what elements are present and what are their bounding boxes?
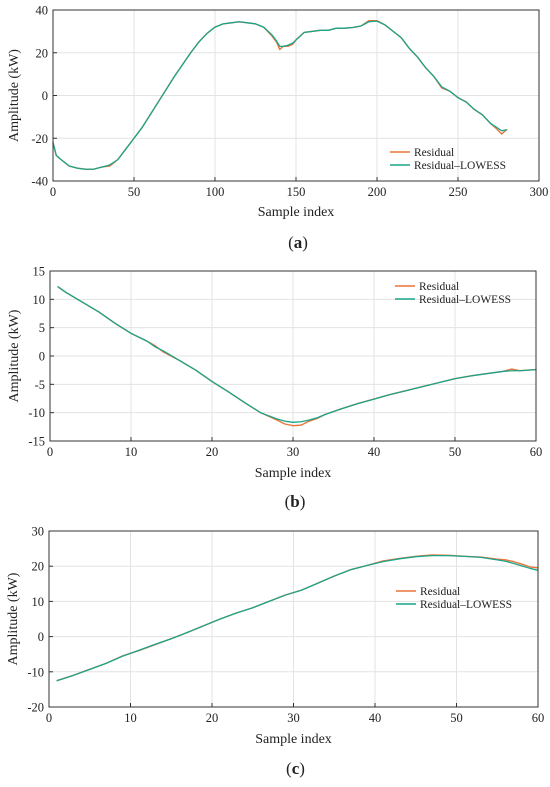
series-residual-lowess-line <box>52 20 508 170</box>
y-tick-label: -10 <box>28 406 45 420</box>
x-tick-label: 40 <box>368 445 381 459</box>
y-tick-label: -20 <box>31 132 48 146</box>
y-tick-label: -20 <box>27 701 44 715</box>
y-tick-label: 0 <box>42 89 48 103</box>
caption-open-paren: ( <box>288 233 294 252</box>
y-tick-label: 40 <box>36 4 49 18</box>
x-tick-label: 0 <box>47 445 53 459</box>
x-tick-label: 50 <box>450 711 463 725</box>
x-tick-label: 60 <box>530 445 543 459</box>
y-tick-label: 15 <box>33 265 46 279</box>
y-tick-label: 5 <box>39 321 45 335</box>
legend-label-residual-lowess: Residual–LOWESS <box>420 599 512 611</box>
y-tick-label: 20 <box>36 46 49 60</box>
y-axis-label: Amplitude (kW) <box>7 49 22 142</box>
caption-letter: b <box>290 492 299 511</box>
y-tick-label: 30 <box>32 525 45 539</box>
x-tick-label: 30 <box>287 711 300 725</box>
x-tick-label: 10 <box>124 711 137 725</box>
caption-close-paren: ) <box>300 492 306 511</box>
y-tick-label: 10 <box>32 595 45 609</box>
x-tick-label: 50 <box>128 185 141 199</box>
series-residual-line <box>56 554 539 682</box>
y-axis-label: Amplitude (kW) <box>7 309 22 402</box>
x-tick-label: 200 <box>368 185 387 199</box>
x-tick-label: 10 <box>125 445 138 459</box>
panel-b: 0 10 20 30 40 50 60 -15 -10 -5 0 5 10 15 Sample index A… <box>7 265 542 512</box>
x-tick-label: 30 <box>287 445 300 459</box>
x-axis-label: Sample index <box>255 466 332 481</box>
y-tick-label: 0 <box>39 350 45 364</box>
caption-open-paren: ( <box>285 492 291 511</box>
legend-label-residual-lowess: Residual–LOWESS <box>419 294 511 306</box>
y-tick-label: -10 <box>27 665 44 679</box>
x-tick-label: 300 <box>530 185 549 199</box>
panel-caption: (b) <box>285 492 306 511</box>
caption-open-paren: ( <box>286 759 292 778</box>
legend-label-residual: Residual <box>414 147 454 159</box>
x-tick-label: 0 <box>50 185 56 199</box>
series-residual-lowess-line <box>57 286 537 423</box>
panel-caption: (a) <box>288 233 308 252</box>
x-tick-label: 150 <box>287 185 306 199</box>
x-tick-label: 100 <box>206 185 225 199</box>
panel-a: 0 50 100 150 200 250 300 -40 -20 0 20 40 Sample inde… <box>7 4 548 253</box>
y-tick-label: 20 <box>32 560 45 574</box>
legend-label-residual-lowess: Residual–LOWESS <box>414 160 506 172</box>
y-tick-label: -40 <box>31 175 48 189</box>
x-tick-label: 20 <box>206 711 219 725</box>
x-axis-label: Sample index <box>258 205 335 220</box>
x-tick-label: 0 <box>46 711 52 725</box>
caption-close-paren: ) <box>299 759 305 778</box>
panel-caption: (c) <box>286 759 305 778</box>
x-tick-label: 60 <box>532 711 545 725</box>
x-tick-label: 250 <box>449 185 468 199</box>
x-tick-label: 50 <box>449 445 462 459</box>
y-axis-label: Amplitude (kW) <box>6 572 21 665</box>
caption-letter: a <box>294 233 303 252</box>
x-tick-label: 40 <box>369 711 382 725</box>
caption-close-paren: ) <box>302 233 308 252</box>
y-tick-label: -15 <box>28 435 45 449</box>
y-tick-label: 10 <box>33 293 46 307</box>
legend-label-residual: Residual <box>419 281 459 293</box>
legend-label-residual: Residual <box>420 586 460 598</box>
panel-c: 0 10 20 30 40 50 60 -20 -10 0 10 20 30 Sample index Am… <box>6 525 544 779</box>
caption-letter: c <box>292 759 300 778</box>
y-tick-label: -5 <box>35 378 45 392</box>
x-tick-label: 20 <box>206 445 219 459</box>
series-residual-lowess-line <box>56 554 539 682</box>
x-axis-label: Sample index <box>255 732 332 747</box>
y-tick-label: 0 <box>38 630 44 644</box>
